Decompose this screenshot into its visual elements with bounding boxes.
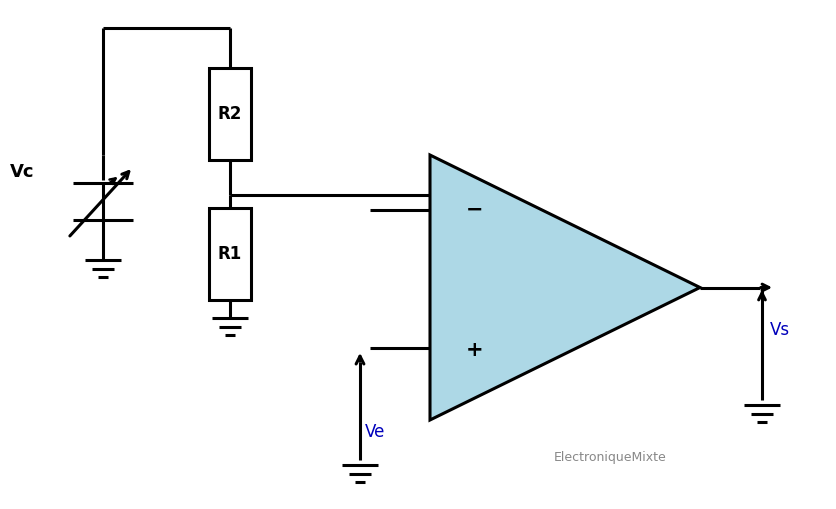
Text: R1: R1 xyxy=(217,245,242,263)
Text: ElectroniqueMixte: ElectroniqueMixte xyxy=(553,451,665,465)
Bar xyxy=(209,68,251,160)
Polygon shape xyxy=(430,155,699,420)
Text: +: + xyxy=(466,340,483,360)
Text: Ve: Ve xyxy=(364,423,385,441)
Text: Vc: Vc xyxy=(10,163,34,181)
Text: R2: R2 xyxy=(217,105,242,123)
Text: Vs: Vs xyxy=(769,321,789,339)
Bar xyxy=(209,208,251,300)
Text: −: − xyxy=(466,200,483,220)
